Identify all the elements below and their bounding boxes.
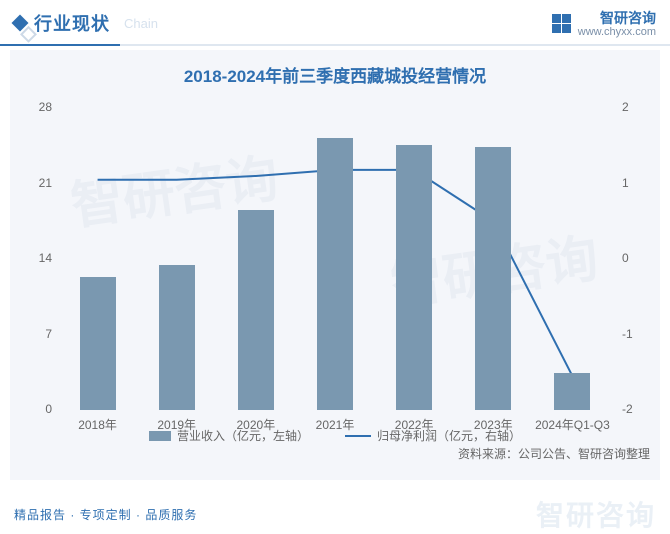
- y-right-tick: 1: [622, 176, 629, 190]
- y-right-tick: 0: [622, 251, 629, 265]
- y-right-tick: 2: [622, 100, 629, 114]
- bar: [396, 145, 432, 410]
- legend-label-bar: 营业收入（亿元，左轴）: [177, 427, 309, 444]
- brand-logo-icon: [552, 13, 572, 33]
- y-left-tick: 14: [28, 251, 52, 265]
- footer-left: 精品报告 · 专项定制 · 品质服务: [14, 506, 197, 523]
- brand-url: www.chyxx.com: [578, 26, 656, 38]
- source-text: 资料来源：公司公告、智研咨询整理: [458, 445, 650, 462]
- header-left: 行业现状 Chain: [14, 10, 158, 36]
- header: 行业现状 Chain 智研咨询 www.chyxx.com: [0, 0, 670, 42]
- y-right-tick: -2: [622, 402, 633, 416]
- legend-label-line: 归母净利润（亿元，右轴）: [377, 427, 521, 444]
- chart-title: 2018-2024年前三季度西藏城投经营情况: [10, 50, 660, 87]
- y-left-tick: 21: [28, 176, 52, 190]
- header-title-en: Chain: [124, 16, 158, 31]
- bar: [554, 373, 590, 410]
- bar: [475, 147, 511, 410]
- diamond-icon: [12, 15, 29, 32]
- bar: [159, 265, 195, 410]
- footer: 精品报告 · 专项定制 · 品质服务 智研咨询: [0, 499, 670, 529]
- chart-area: 智研咨询 智研咨询 2018-2024年前三季度西藏城投经营情况 0714212…: [10, 50, 660, 480]
- header-rule: [0, 44, 670, 46]
- plot-region: 07142128-2-10122018年2019年2020年2021年2022年…: [58, 108, 612, 410]
- bar: [317, 138, 353, 410]
- header-title-cn: 行业现状: [34, 10, 110, 36]
- legend-swatch-bar-icon: [149, 431, 171, 441]
- legend-item-line: 归母净利润（亿元，右轴）: [345, 427, 521, 444]
- bar: [80, 277, 116, 410]
- y-left-tick: 7: [28, 327, 52, 341]
- brand-text-col: 智研咨询 www.chyxx.com: [578, 8, 656, 38]
- brand-name: 智研咨询: [600, 8, 656, 28]
- y-left-tick: 0: [28, 402, 52, 416]
- footer-right-brand: 智研咨询: [536, 494, 656, 534]
- legend-swatch-line-icon: [345, 435, 371, 437]
- legend-item-bar: 营业收入（亿元，左轴）: [149, 427, 309, 444]
- legend: 营业收入（亿元，左轴） 归母净利润（亿元，右轴）: [10, 427, 660, 444]
- bar: [238, 210, 274, 410]
- y-right-tick: -1: [622, 327, 633, 341]
- y-left-tick: 28: [28, 100, 52, 114]
- header-right: 智研咨询 www.chyxx.com: [552, 8, 656, 38]
